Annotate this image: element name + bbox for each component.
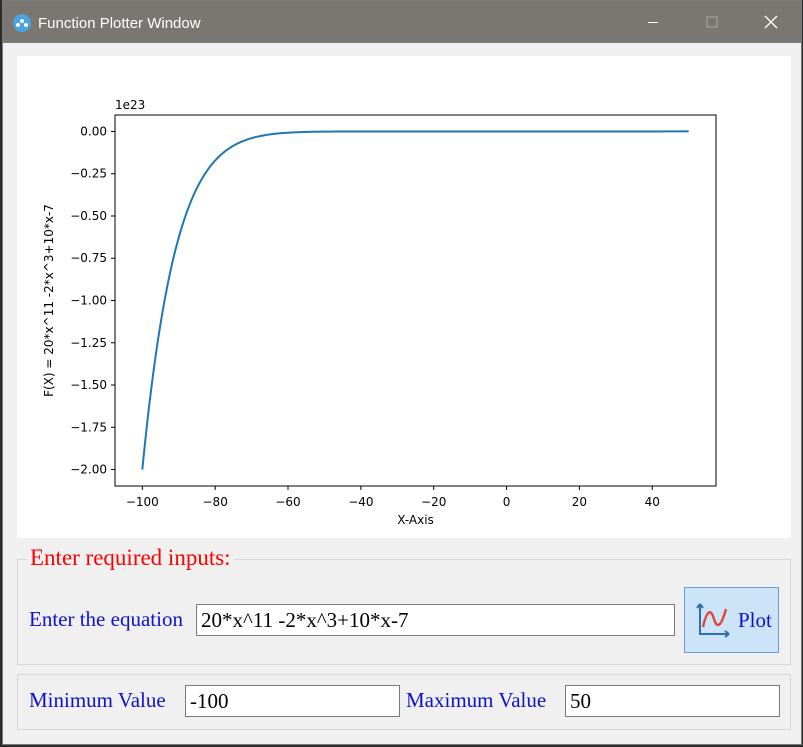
x-tick-label: 20 — [572, 495, 587, 509]
equation-input[interactable] — [196, 604, 675, 636]
min-value-input[interactable] — [185, 685, 400, 717]
inputs-legend: Enter required inputs: — [27, 545, 234, 571]
x-tick-label: −60 — [275, 495, 300, 509]
inputs-group — [17, 559, 791, 665]
maximize-icon — [706, 16, 718, 28]
app-icon — [13, 14, 31, 32]
minimize-button[interactable] — [630, 1, 676, 43]
max-value-label: Maximum Value — [406, 688, 547, 712]
max-value-input[interactable] — [565, 685, 780, 717]
y-tick-label: −2.00 — [70, 463, 107, 477]
function-chart: −100 −80 −60 −40 −20 0 20 40 0.00 −0.25 −0.50 −0.75… — [42, 98, 717, 527]
x-tick-label: −100 — [126, 495, 159, 509]
x-tick-label: −80 — [203, 495, 228, 509]
y-tick-label: −0.25 — [70, 167, 107, 181]
window-title: Function Plotter Window — [38, 15, 201, 32]
title-bar[interactable]: Function Plotter Window — [3, 1, 801, 43]
y-tick-label: 0.00 — [80, 124, 107, 138]
range-group — [17, 674, 791, 730]
close-icon — [764, 15, 778, 29]
y-tick-label: −1.25 — [70, 336, 107, 350]
maximize-button[interactable] — [689, 1, 735, 43]
plot-button[interactable]: Plot — [684, 587, 779, 653]
x-tick-label: 0 — [503, 495, 511, 509]
minimize-icon — [648, 22, 658, 23]
x-tick-label: −40 — [348, 495, 373, 509]
plot-chart-icon — [696, 603, 730, 638]
y-scale-label: 1e23 — [115, 98, 145, 112]
y-tick-label: −1.00 — [70, 294, 107, 308]
close-button[interactable] — [748, 1, 794, 43]
plot-canvas: −100 −80 −60 −40 −20 0 20 40 0.00 −0.25 −0.50 −0.75… — [17, 56, 791, 538]
y-axis-label: F(X) = 20*x^11 -2*x^3+10*x-7 — [42, 204, 56, 397]
plot-button-label: Plot — [738, 607, 772, 632]
equation-label: Enter the equation — [29, 607, 183, 631]
y-tick-label: −0.75 — [70, 251, 107, 265]
y-tick-label: −0.50 — [70, 209, 107, 223]
y-tick-label: −1.50 — [70, 378, 107, 392]
x-axis-label: X-Axis — [397, 513, 434, 527]
x-tick-label: 40 — [645, 495, 660, 509]
min-value-label: Minimum Value — [29, 688, 166, 712]
axes-frame — [114, 114, 717, 487]
y-tick-label: −1.75 — [70, 420, 107, 434]
function-curve — [141, 130, 689, 470]
x-tick-label: −20 — [421, 495, 446, 509]
